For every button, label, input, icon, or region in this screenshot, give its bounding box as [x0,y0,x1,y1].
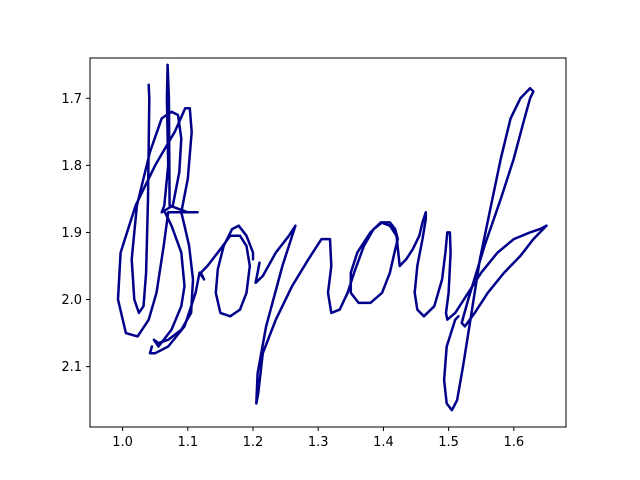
signature-stroke-3 [254,224,349,405]
x-tick-label: 1.3 [308,435,329,450]
signature-curves [116,63,548,412]
y-tick-label: 1.8 [61,159,82,174]
axes-frame [89,57,567,428]
x-axis: 1.0 1.1 1.2 1.3 1.4 1.5 1.6 [112,427,524,450]
y-tick-label: 1.7 [61,92,82,107]
y-tick-label: 2.1 [61,360,82,375]
x-tick-label: 1.5 [438,435,459,450]
signature-stroke-1 [116,63,199,348]
y-tick-label: 2.0 [61,293,82,308]
y-tick-label: 1.9 [61,226,82,241]
signature-stroke-2 [148,224,255,355]
signature-stroke-5 [395,211,548,321]
x-tick-label: 1.2 [243,435,264,450]
signature-stroke-6 [442,86,548,412]
x-tick-label: 1.6 [503,435,524,450]
x-tick-label: 1.0 [112,435,133,450]
x-tick-label: 1.4 [373,435,394,450]
x-tick-label: 1.1 [177,435,198,450]
signature-stroke-4 [346,221,400,305]
y-axis: 1.7 1.8 1.9 2.0 2.1 [61,92,90,375]
